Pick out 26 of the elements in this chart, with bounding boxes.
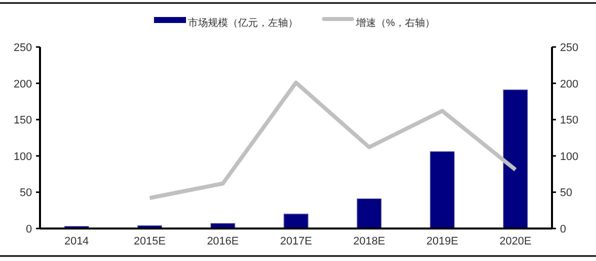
y2-tick-label: 250: [560, 42, 578, 54]
legend-label: 增速（%，右轴）: [355, 17, 435, 29]
y-tick-label: 200: [14, 78, 32, 90]
line-series: [148, 80, 518, 200]
bar: [503, 90, 528, 229]
y2-tick-label: 150: [560, 114, 578, 127]
bar: [284, 214, 308, 229]
x-tick-label: 2017E: [280, 236, 312, 248]
bar: [356, 198, 382, 229]
y-tick-label: 150: [14, 114, 32, 127]
x-tick-label: 2019E: [426, 236, 458, 248]
x-tick-label: 2016E: [206, 236, 239, 248]
x-tick-label: 2015E: [134, 236, 166, 248]
x-tick-label: 2014: [64, 236, 89, 248]
x-tick-label: 2020E: [500, 236, 532, 248]
y-tick-label: 100: [14, 150, 32, 163]
legend-label: 市场规模（亿元，左轴）: [188, 17, 298, 29]
bar: [430, 151, 455, 229]
y-tick-label: 250: [14, 42, 32, 54]
x-tick-label: 2018E: [353, 236, 386, 248]
y2-tick-label: 0: [560, 224, 566, 236]
y2-tick-label: 50: [560, 187, 572, 200]
y-tick-label: 50: [20, 187, 32, 200]
y2-tick-label: 200: [560, 78, 578, 90]
y-tick-label: 0: [26, 224, 32, 236]
y2-tick-label: 100: [560, 150, 578, 163]
